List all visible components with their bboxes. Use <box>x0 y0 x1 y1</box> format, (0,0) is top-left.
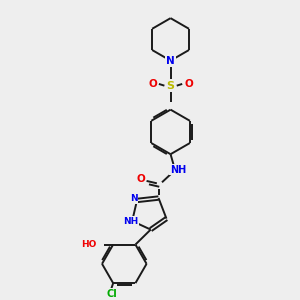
Text: S: S <box>167 81 175 91</box>
Text: NH: NH <box>170 165 186 175</box>
Text: O: O <box>184 79 193 89</box>
Text: O: O <box>136 174 145 184</box>
Text: HO: HO <box>81 240 96 249</box>
Text: O: O <box>148 79 157 89</box>
Text: Cl: Cl <box>106 289 117 299</box>
Text: NH: NH <box>123 217 138 226</box>
Text: N: N <box>166 56 175 66</box>
Text: N: N <box>130 194 137 203</box>
